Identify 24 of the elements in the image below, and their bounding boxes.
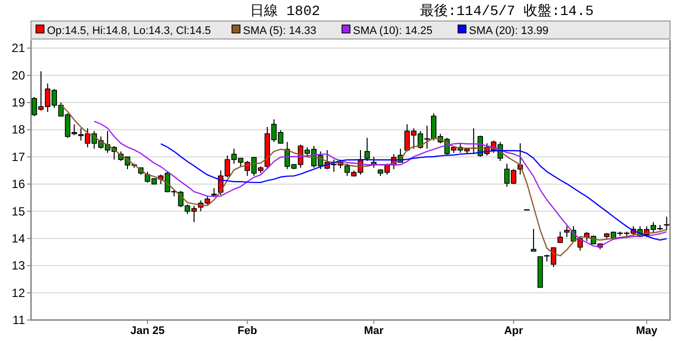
legend-label: SMA (10): 14.25 xyxy=(353,25,432,37)
x-tick-label: May xyxy=(636,325,658,337)
y-tick-label: 13 xyxy=(12,258,26,273)
y-tick-label: 19 xyxy=(12,96,26,110)
y-tick-label: 20 xyxy=(12,68,26,82)
x-tick-label: Apr xyxy=(504,325,524,337)
y-tick-label: 18 xyxy=(12,122,26,137)
x-tick-label: Mar xyxy=(364,325,384,337)
y-tick-label: 14 xyxy=(12,231,26,246)
legend-label: Op:14.5, Hi:14.8, Lo:14.3, Cl:14.5 xyxy=(47,25,211,37)
candlestick xyxy=(557,231,563,244)
legend-label: SMA (20): 13.99 xyxy=(469,25,548,37)
legend-label: SMA (5): 14.33 xyxy=(243,25,316,37)
y-tick-label: 15 xyxy=(12,204,26,218)
x-tick-label: Jan 25 xyxy=(130,325,165,337)
x-tick-label: Feb xyxy=(238,325,258,337)
y-tick-label: 12 xyxy=(12,286,26,300)
y-tick-label: 16 xyxy=(12,177,26,192)
chart-title: 日線 1802 xyxy=(250,3,320,20)
y-tick-label: 17 xyxy=(12,150,26,164)
candlestick xyxy=(364,137,370,162)
chart-subtitle: 最後:114/5/7 收盤:14.5 xyxy=(420,3,594,20)
y-tick-label: 11 xyxy=(12,313,26,327)
y-tick-label: 21 xyxy=(12,41,26,56)
